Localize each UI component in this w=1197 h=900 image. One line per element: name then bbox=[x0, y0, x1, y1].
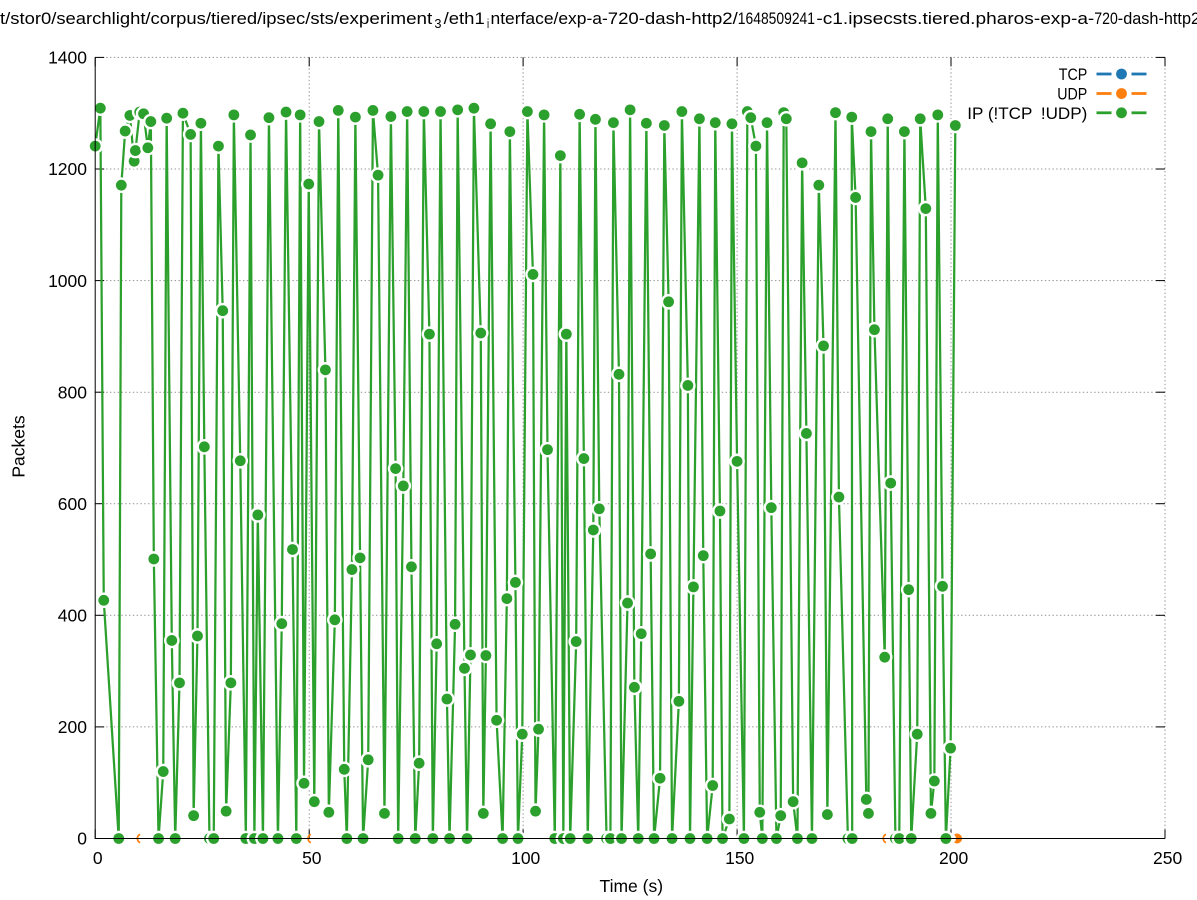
svg-text:IP (!TCP !UDP): IP (!TCP !UDP) bbox=[967, 104, 1087, 123]
svg-text:Packets: Packets bbox=[9, 415, 29, 477]
svg-text:0: 0 bbox=[93, 848, 103, 868]
svg-text:720-dash-http2/: 720-dash-http2/ bbox=[608, 9, 738, 28]
svg-text:TCP: TCP bbox=[1059, 65, 1088, 84]
svg-text:UDP: UDP bbox=[1057, 85, 1087, 104]
svg-text:Time (s): Time (s) bbox=[600, 876, 664, 896]
svg-text:1200: 1200 bbox=[48, 159, 87, 179]
svg-text:400: 400 bbox=[58, 606, 87, 626]
svg-text:50: 50 bbox=[302, 848, 322, 868]
svg-text:1000: 1000 bbox=[48, 271, 87, 291]
svg-text:experiment: experiment bbox=[339, 9, 433, 28]
svg-text:800: 800 bbox=[58, 382, 87, 402]
svg-text:1400: 1400 bbox=[48, 48, 87, 68]
svg-text:nterface/exp-a-: nterface/exp-a- bbox=[491, 9, 608, 28]
svg-text:100: 100 bbox=[511, 848, 540, 868]
svg-text:t/stor0/searchlight/corpus/tie: t/stor0/searchlight/corpus/tiered/ipsec/… bbox=[0, 9, 339, 28]
svg-text:i: i bbox=[487, 17, 489, 31]
svg-text:0: 0 bbox=[77, 829, 87, 849]
svg-text:720: 720 bbox=[1094, 9, 1118, 28]
svg-text:150: 150 bbox=[725, 848, 754, 868]
svg-text:3: 3 bbox=[434, 17, 441, 31]
svg-text:250: 250 bbox=[1153, 848, 1182, 868]
svg-text:600: 600 bbox=[58, 494, 87, 514]
svg-text:1648509241: 1648509241 bbox=[738, 9, 815, 28]
svg-text:-c1.ipsecsts.tiered.pharos-exp: -c1.ipsecsts.tiered.pharos-exp-a- bbox=[816, 9, 1094, 28]
svg-text:-dash-http2.pcap: -dash-http2.pcap bbox=[1118, 9, 1197, 28]
svg-text:200: 200 bbox=[939, 848, 968, 868]
svg-text:/eth1: /eth1 bbox=[444, 9, 485, 28]
svg-text:200: 200 bbox=[58, 717, 87, 737]
